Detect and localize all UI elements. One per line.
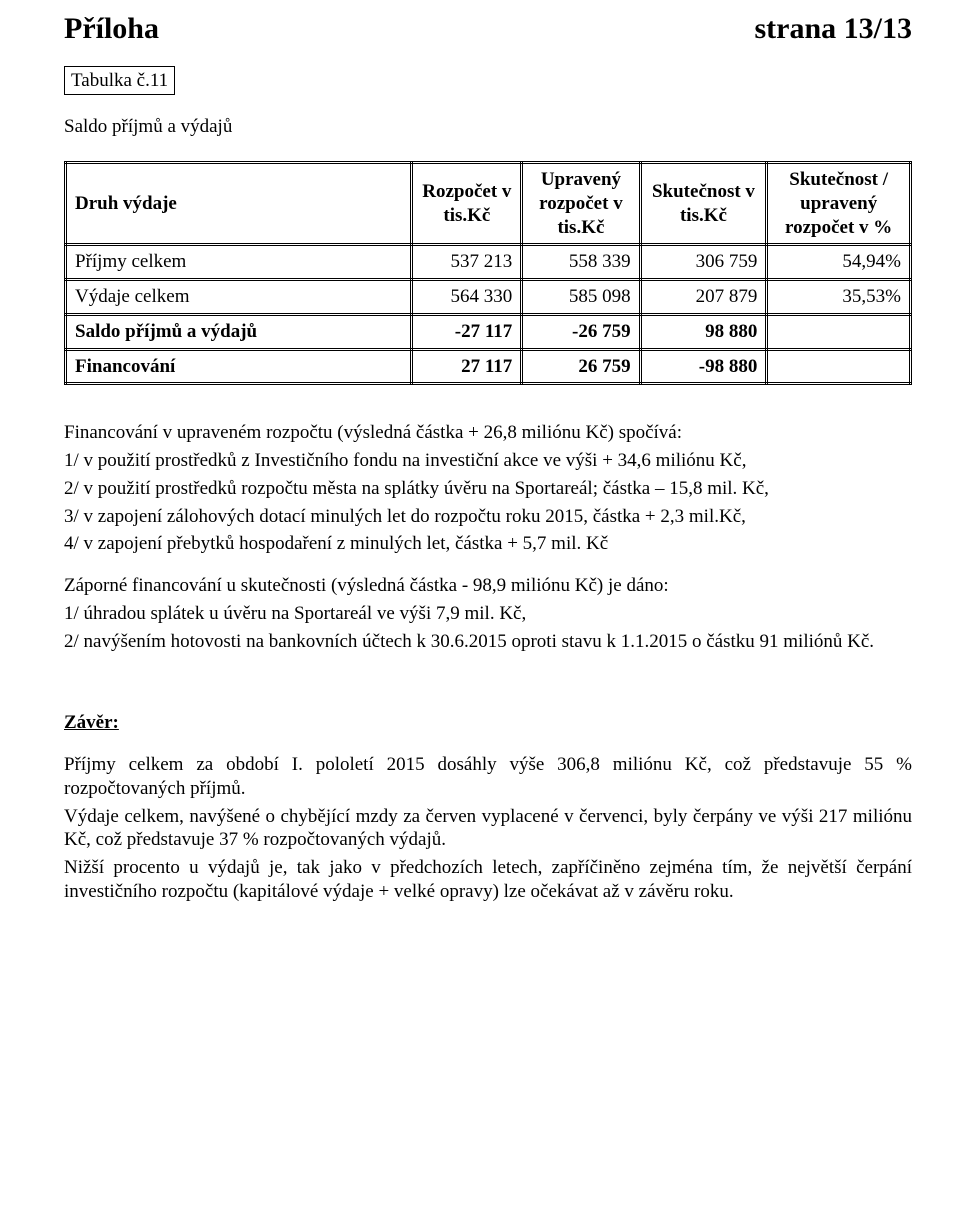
cell: 306 759: [640, 245, 767, 280]
zaver-p2: Výdaje celkem, navýšené o chybějící mzdy…: [64, 805, 912, 853]
list-item: 4/ v zapojení přebytků hospodaření z min…: [64, 532, 912, 556]
table-header-row: Druh výdaje Rozpočet v tis.Kč Upravený r…: [66, 163, 911, 245]
zaver-p3: Nižší procento u výdajů je, tak jako v p…: [64, 856, 912, 904]
header-right: strana 13/13: [755, 10, 913, 48]
page-header: Příloha strana 13/13: [64, 10, 912, 48]
cell-label: Saldo příjmů a výdajů: [66, 314, 412, 349]
list-item: 2/ v použití prostředků rozpočtu města n…: [64, 477, 912, 501]
table-row: Financování 27 117 26 759 -98 880: [66, 349, 911, 384]
zaver-body: Příjmy celkem za období I. pololetí 2015…: [64, 753, 912, 904]
table-label: Tabulka č.11: [64, 66, 175, 96]
list-item: 1/ v použití prostředků z Investičního f…: [64, 449, 912, 473]
col-header-4: Skutečnost / upravený rozpočet v %: [767, 163, 911, 245]
col-header-0: Druh výdaje: [66, 163, 412, 245]
cell-label: Příjmy celkem: [66, 245, 412, 280]
cell: [767, 349, 911, 384]
subtitle: Saldo příjmů a výdajů: [64, 115, 912, 139]
cell: 564 330: [412, 280, 522, 315]
cell: 27 117: [412, 349, 522, 384]
saldo-table: Druh výdaje Rozpočet v tis.Kč Upravený r…: [64, 161, 912, 385]
list-item: 2/ navýšením hotovosti na bankovních účt…: [64, 630, 912, 654]
cell: 585 098: [522, 280, 640, 315]
cell: -26 759: [522, 314, 640, 349]
col-header-2: Upravený rozpočet v tis.Kč: [522, 163, 640, 245]
cell: 207 879: [640, 280, 767, 315]
table-row: Saldo příjmů a výdajů -27 117 -26 759 98…: [66, 314, 911, 349]
body-text: Financování v upraveném rozpočtu (výsled…: [64, 421, 912, 653]
cell: 26 759: [522, 349, 640, 384]
cell-label: Výdaje celkem: [66, 280, 412, 315]
cell: 558 339: [522, 245, 640, 280]
header-left: Příloha: [64, 10, 159, 48]
table-row: Výdaje celkem 564 330 585 098 207 879 35…: [66, 280, 911, 315]
cell: -27 117: [412, 314, 522, 349]
list-item: 3/ v zapojení zálohových dotací minulých…: [64, 505, 912, 529]
cell: 537 213: [412, 245, 522, 280]
list-item: 1/ úhradou splátek u úvěru na Sportareál…: [64, 602, 912, 626]
cell: 98 880: [640, 314, 767, 349]
table-row: Příjmy celkem 537 213 558 339 306 759 54…: [66, 245, 911, 280]
cell-label: Financování: [66, 349, 412, 384]
block1-intro: Financování v upraveném rozpočtu (výsled…: [64, 421, 912, 445]
cell: 54,94%: [767, 245, 911, 280]
zaver-p1: Příjmy celkem za období I. pololetí 2015…: [64, 753, 912, 801]
cell: -98 880: [640, 349, 767, 384]
zaver-heading: Závěr:: [64, 711, 912, 735]
col-header-1: Rozpočet v tis.Kč: [412, 163, 522, 245]
block2-intro: Záporné financování u skutečnosti (výsle…: [64, 574, 912, 598]
cell: 35,53%: [767, 280, 911, 315]
col-header-3: Skutečnost v tis.Kč: [640, 163, 767, 245]
cell: [767, 314, 911, 349]
